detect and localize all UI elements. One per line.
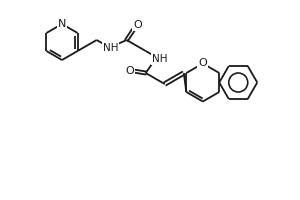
Text: O: O (198, 58, 207, 68)
Text: NH: NH (103, 43, 118, 53)
Text: O: O (133, 20, 142, 30)
Text: NH: NH (152, 54, 167, 64)
Text: O: O (125, 66, 134, 76)
Text: N: N (58, 19, 66, 29)
